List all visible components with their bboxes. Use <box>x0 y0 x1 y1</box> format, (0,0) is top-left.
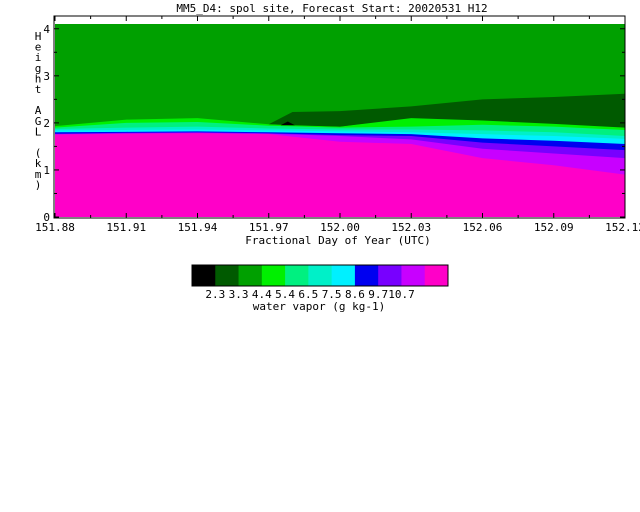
contour-overlay-1 <box>280 121 295 126</box>
colorbar-tick-label: 6.5 <box>298 288 318 301</box>
colorbar-swatch <box>308 265 333 286</box>
colorbar-tick-label: 2.3 <box>205 288 225 301</box>
colorbar-swatch <box>331 265 356 286</box>
colorbar-swatch <box>354 265 379 286</box>
x-tick-label: 152.09 <box>534 221 574 234</box>
y-axis-label-char: ) <box>35 178 42 191</box>
colorbar-swatch <box>285 265 309 286</box>
colorbar-label: water vapor (g kg-1) <box>253 300 385 313</box>
y-axis-label-char: ( <box>35 147 42 160</box>
colorbar-tick-label: 4.4 <box>252 288 272 301</box>
x-tick-label: 151.88 <box>35 221 75 234</box>
colorbar-swatch <box>261 265 286 286</box>
x-tick-label: 151.97 <box>249 221 289 234</box>
colorbar-tick-label: 5.4 <box>275 288 295 301</box>
y-tick-label: 0 <box>43 211 50 224</box>
y-axis-label-char: m <box>35 168 42 181</box>
y-tick-label: 1 <box>43 164 50 177</box>
colorbar-swatch <box>215 265 240 286</box>
x-axis-label: Fractional Day of Year (UTC) <box>245 234 430 247</box>
colorbar-tick-label: 10.7 <box>388 288 415 301</box>
x-tick-label: 152.03 <box>391 221 431 234</box>
colorbar-swatch <box>424 265 449 286</box>
colorbar-swatch <box>378 265 402 286</box>
y-axis-label-char: h <box>35 72 42 85</box>
y-axis-label-char: g <box>35 62 42 75</box>
y-tick-label: 4 <box>43 23 50 36</box>
colorbar-tick-label: 3.3 <box>229 288 249 301</box>
y-axis-label-char: H <box>35 30 42 43</box>
x-tick-label: 151.94 <box>178 221 218 234</box>
y-axis-label-char: t <box>35 83 42 96</box>
y-axis-label-char: A <box>35 104 42 117</box>
colorbar-swatch <box>238 265 263 286</box>
colorbar-frame <box>191 264 449 287</box>
chart-title: MM5_D4: spol site, Forecast Start: 20020… <box>176 2 487 15</box>
y-axis-label-char: e <box>35 41 42 54</box>
contour-band-0 <box>55 133 625 217</box>
contour-overlay-0 <box>268 93 625 128</box>
y-axis-label-char: G <box>35 115 42 128</box>
colorbar: 2.3 3.3 4.4 5.4 6.5 7.5 8.6 9.7 10.7 <box>191 264 449 301</box>
colorbar-tick-label: 8.6 <box>345 288 365 301</box>
y-axis-label-char: L <box>35 125 42 138</box>
y-axis-label-char: k <box>35 157 42 170</box>
colorbar-tick-label: 9.7 <box>368 288 388 301</box>
x-tick-label: 152.12 <box>605 221 640 234</box>
colorbar-tick-label: 7.5 <box>322 288 342 301</box>
x-tick-label: 151.91 <box>106 221 146 234</box>
y-axis: 0 1 2 3 4 <box>43 23 625 224</box>
x-axis: 151.88 151.91 151.94 151.97 152.00 152.03 152.… <box>35 16 640 234</box>
colorbar-swatch <box>192 265 216 286</box>
y-axis-label-char: i <box>35 51 42 64</box>
colorbar-swatch <box>401 265 426 286</box>
x-tick-label: 152.06 <box>463 221 503 234</box>
plot-area <box>55 24 625 217</box>
y-tick-label: 2 <box>43 117 50 130</box>
y-tick-label: 3 <box>43 70 50 83</box>
x-tick-label: 152.00 <box>320 221 360 234</box>
